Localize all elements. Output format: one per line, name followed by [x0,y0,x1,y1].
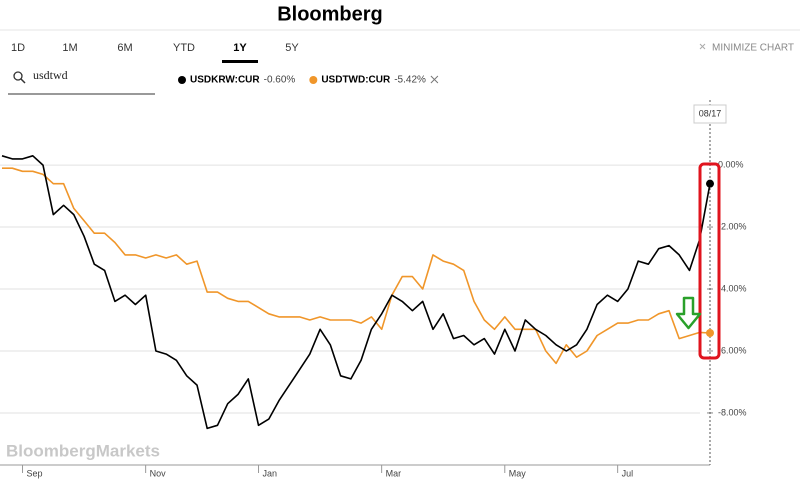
watermark: BloombergMarkets [6,441,160,460]
series-line [1,155,711,430]
highlight-box [698,162,721,360]
x-tick-label: Mar [386,468,402,478]
y-tick-label: -6.00% [718,345,747,355]
tab[interactable]: 1M [62,42,77,54]
end-point [706,329,714,338]
down-arrow [675,296,702,330]
legend-remove[interactable] [430,75,439,84]
x-tick-label: Jul [622,468,634,478]
legend-name: USDTWD:CUR [321,75,391,86]
x-tick-label: Jan [263,468,278,478]
y-tick-label: -2.00% [718,221,747,231]
y-tick-label: -4.00% [718,283,747,293]
tab-selected-underline [222,60,258,63]
end-point [706,179,714,188]
legend-swatch [178,76,186,84]
minimize-button[interactable]: MINIMIZE CHART [712,43,794,54]
tab[interactable]: YTD [173,42,195,54]
search-icon [13,71,23,81]
legend-change: -5.42% [394,75,426,86]
tab[interactable]: 6M [117,42,132,54]
legend-name: USDKRW:CUR [190,75,260,86]
legend: USDKRW:CUR -0.60% USDTWD:CUR -5.42% [178,75,439,86]
x-tick-label: Sep [27,468,43,478]
legend-swatch [309,76,318,84]
tab[interactable]: 1D [11,42,25,54]
y-tick-label: 0.00% [718,159,744,169]
minimize-icon [699,43,706,50]
brand-title: Bloomberg [277,3,383,25]
y-tick-label: -8.00% [718,407,747,417]
date-marker: 08/17 [699,108,722,118]
tab-bar: 1D 1M 6M YTD 1Y 5Y [11,42,299,63]
series-line [2,167,711,365]
x-tick-label: May [509,468,527,478]
tab[interactable]: 1Y [233,42,247,54]
plot-area: 0.00% -2.00% -4.00% -6.00% -8.00% BloombergMa… [0,100,747,478]
tab[interactable]: 5Y [285,42,299,54]
date-marker-box [693,104,727,124]
x-tick-label: Nov [150,468,167,478]
search-input[interactable]: usdtwd [33,68,68,82]
legend-change: -0.60% [264,75,296,86]
search-icon-handle [20,78,26,84]
